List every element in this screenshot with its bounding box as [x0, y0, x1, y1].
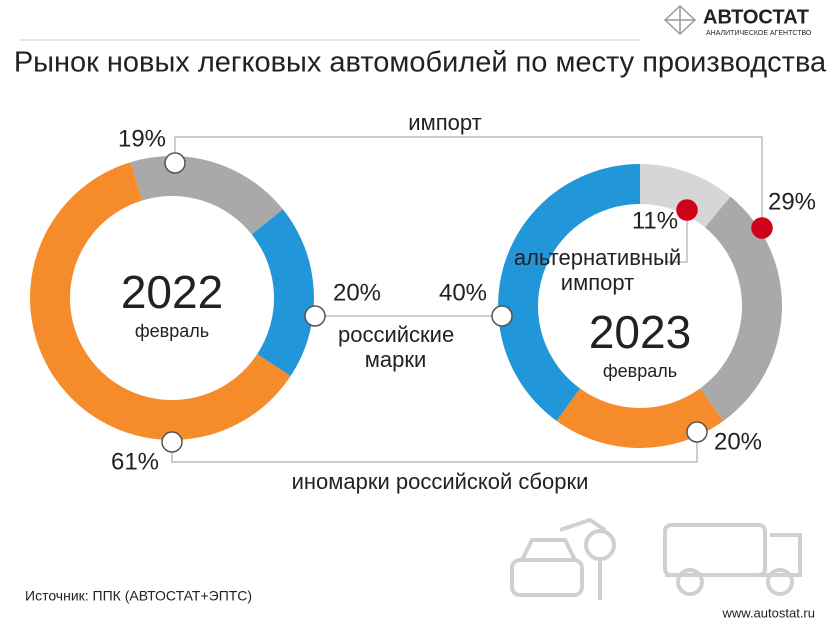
industry-icons	[510, 517, 802, 600]
value-label: 29%	[768, 188, 816, 215]
marker-dot	[304, 305, 326, 327]
center-sublabel: февраль	[603, 361, 677, 381]
category-label: иномарки российской сборки	[270, 469, 610, 494]
donut-segment	[29, 162, 291, 441]
donut-segment	[556, 388, 724, 449]
value-label: 20%	[714, 428, 762, 455]
category-label: российские марки	[338, 322, 455, 372]
logo-name: АВТОСТАТ	[703, 6, 809, 28]
marker-dot	[161, 431, 183, 453]
donut-segment	[699, 196, 782, 421]
marker-dot	[676, 199, 698, 221]
marker-dot	[751, 217, 773, 239]
value-label: 11%	[632, 207, 678, 234]
value-label: 61%	[111, 448, 159, 475]
marker-dot	[164, 152, 186, 174]
marker-dot	[686, 421, 708, 443]
url: www.autostat.ru	[722, 605, 816, 620]
title: Рынок новых легковых автомобилей по мест…	[14, 47, 827, 79]
donut-segment	[251, 209, 314, 377]
donut-segment	[498, 164, 640, 421]
logo-tagline: АНАЛИТИЧЕСКОЕ АГЕНТСТВО	[706, 30, 812, 37]
logo-mark	[663, 4, 697, 36]
marker-dot	[491, 305, 513, 327]
center-label: 2023	[589, 306, 691, 358]
value-label: 19%	[118, 125, 166, 152]
category-label: альтернативный импорт	[513, 245, 682, 295]
donut-segment	[130, 155, 283, 235]
source: Источник: ППК (АВТОСТАТ+ЭПТС)	[25, 588, 252, 604]
center-label: 2022	[121, 266, 223, 318]
value-label: 20%	[333, 279, 381, 306]
donut-segment	[640, 164, 731, 228]
category-label: импорт	[395, 110, 495, 135]
center-sublabel: февраль	[135, 321, 209, 341]
value-label: 40%	[439, 279, 487, 306]
